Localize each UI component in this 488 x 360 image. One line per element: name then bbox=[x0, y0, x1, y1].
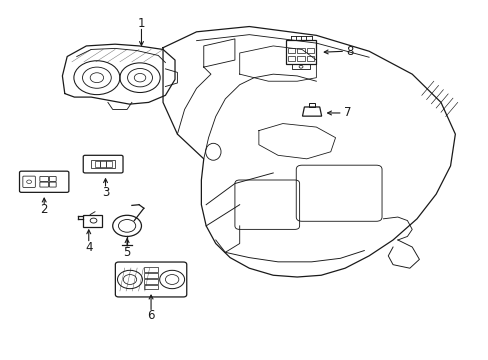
Bar bbox=[94, 161, 100, 167]
Bar bbox=[91, 160, 115, 168]
Bar bbox=[308, 103, 314, 107]
Text: 2: 2 bbox=[41, 203, 48, 216]
Text: 4: 4 bbox=[85, 240, 92, 253]
Bar bbox=[287, 48, 295, 53]
Bar bbox=[297, 48, 304, 53]
Bar bbox=[297, 56, 304, 61]
Bar bbox=[287, 56, 295, 61]
Bar bbox=[144, 273, 158, 278]
Bar bbox=[292, 64, 309, 69]
Text: 3: 3 bbox=[102, 186, 109, 199]
Text: 1: 1 bbox=[138, 17, 145, 30]
Text: 6: 6 bbox=[147, 309, 155, 322]
Bar bbox=[106, 161, 112, 167]
Bar bbox=[144, 279, 158, 284]
Bar bbox=[144, 267, 158, 272]
Bar bbox=[306, 48, 314, 53]
Text: 8: 8 bbox=[346, 45, 353, 58]
Text: 7: 7 bbox=[343, 107, 350, 120]
Bar bbox=[285, 40, 315, 64]
Bar bbox=[100, 161, 105, 167]
Text: 5: 5 bbox=[123, 246, 130, 259]
Bar bbox=[144, 285, 158, 289]
Bar bbox=[83, 215, 102, 226]
Bar bbox=[306, 56, 314, 61]
